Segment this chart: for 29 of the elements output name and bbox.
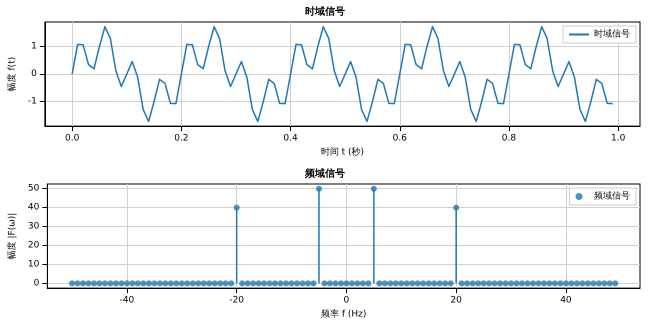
legend-label: 频域信号	[594, 190, 630, 202]
y-axis-title: 幅度 f(t)	[6, 56, 18, 92]
y-tick-label: 1	[31, 41, 37, 52]
x-tick-label: 0.4	[283, 134, 298, 144]
y-tick-label: 50	[28, 184, 40, 194]
y-tick-label: 0	[31, 69, 38, 80]
y-axis-title: 幅度 |F(ω)|	[6, 212, 18, 260]
chart-title: 频域信号	[304, 168, 345, 180]
y-tick-label: 20	[28, 240, 40, 251]
legend-label: 时域信号	[594, 28, 630, 40]
x-axis-title: 时间 t (秒)	[320, 146, 364, 158]
x-tick-label: 0	[344, 296, 350, 306]
x-tick-label: 20	[450, 296, 462, 306]
line-series	[71, 26, 614, 122]
y-tick-label: 0	[34, 278, 40, 288]
x-tick-label: 0.0	[65, 134, 80, 144]
y-tick-label: 10	[28, 259, 40, 270]
x-tick-label: 0.2	[174, 134, 189, 144]
x-tick-label: 0.6	[392, 134, 408, 144]
y-tick-label: 40	[28, 202, 40, 213]
x-tick-label: 1.0	[610, 134, 626, 144]
x-axis-title: 频率 f (Hz)	[320, 308, 366, 320]
x-tick-label: 40	[560, 296, 572, 306]
y-tick-label: 30	[28, 222, 40, 232]
x-tick-label: -40	[120, 296, 135, 306]
chart-title: 时域信号	[305, 6, 345, 18]
x-tick-label: 0.8	[502, 134, 516, 144]
y-tick-label: -1	[28, 96, 37, 107]
x-tick-label: -20	[229, 296, 244, 306]
